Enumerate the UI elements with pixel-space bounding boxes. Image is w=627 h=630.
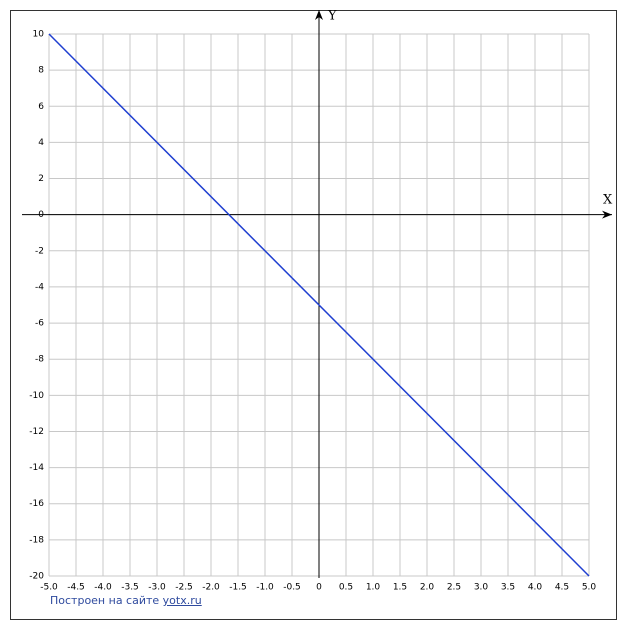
x-tick-label: 1.5 [393,583,407,593]
x-tick-label: -1.0 [256,583,274,593]
footer: Построен на сайте yotx.ru [50,594,202,607]
y-tick-label: -4 [35,282,44,292]
footer-text: Построен на сайте [50,594,160,607]
x-tick-label: 5.0 [582,583,597,593]
y-tick-label: -14 [29,463,44,473]
x-tick-label: -5.0 [40,583,58,593]
x-tick-label: 0.5 [339,583,353,593]
marks [48,33,590,577]
x-tick-label: -4.5 [67,583,85,593]
data-line [48,33,590,577]
y-tick-label: -6 [35,319,44,329]
x-tick-label: 0 [316,583,322,593]
y-tick-label: 10 [33,30,45,40]
y-axis-label: Y [327,9,337,24]
y-tick-label: -10 [29,391,44,401]
footer-link[interactable]: yotx.ru [162,594,202,607]
y-tick-label: -16 [29,499,44,509]
x-tick-label: 2.5 [447,583,461,593]
x-tick-label: 1.0 [366,583,381,593]
axes [22,10,612,578]
y-tick-label: 4 [38,138,44,148]
x-tick-label: 4.5 [555,583,569,593]
y-tick-label: -12 [29,427,44,437]
x-tick-label: -2.5 [175,583,193,593]
y-tick-label: -8 [35,355,44,365]
x-tick-label: -1.5 [229,583,247,593]
y-tick-label: 0 [38,210,44,220]
x-tick-label: 3.5 [501,583,515,593]
y-tick-label: 2 [38,174,44,184]
x-tick-label: -0.5 [283,583,301,593]
x-tick-label: -4.0 [94,583,112,593]
y-tick-label: 6 [38,102,44,112]
x-axis-arrow [602,210,612,219]
y-axis-arrow [315,10,323,20]
x-tick-label: -3.5 [121,583,139,593]
border [10,10,617,620]
y-tick-label: -18 [29,535,44,545]
y-tick-label: -2 [35,246,44,256]
x-tick-label: 4.0 [528,583,543,593]
y-tick-label: -20 [29,572,44,582]
y-tick-label: 8 [38,66,44,76]
x-tick-label: 2.0 [420,583,435,593]
x-tick-label: 3.0 [474,583,489,593]
x-axis-label: X [603,193,613,208]
x-tick-label: -2.0 [202,583,220,593]
x-tick-label: -3.0 [148,583,166,593]
